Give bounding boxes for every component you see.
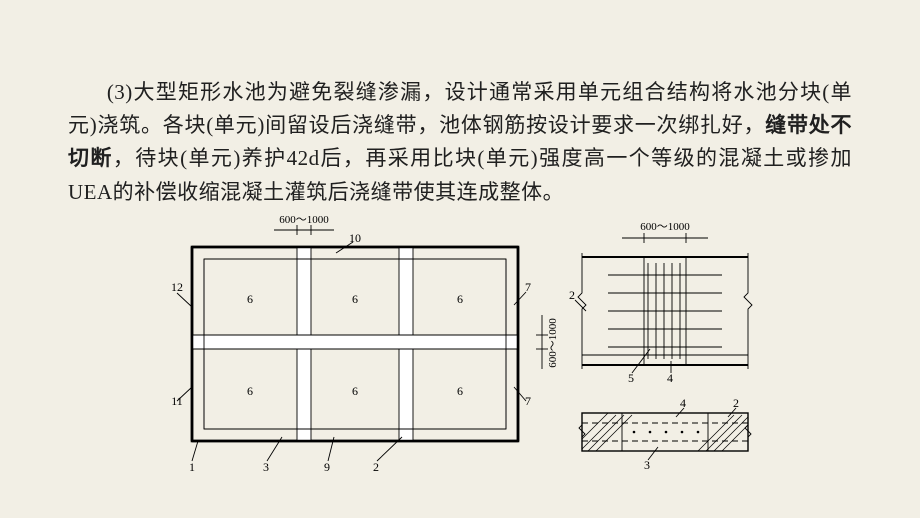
lbl-2-sec: 2 [569,288,575,302]
diagram-container: 6 6 6 6 6 6 12 11 10 7 7 1 3 [68,215,852,480]
engineering-diagram: 6 6 6 6 6 6 12 11 10 7 7 1 3 [164,215,756,475]
lbl-2-plan: 2 [373,460,379,474]
dim-right: 600～1000 [547,317,559,367]
lbl-12: 12 [171,280,183,294]
dim-top-left: 600～1000 [279,215,329,226]
slide: (3)大型矩形水池为避免裂缝渗漏，设计通常采用单元组合结构将水池分块(单元)浇筑… [0,0,920,500]
cell-6-f: 6 [457,384,463,398]
lbl-4-plan: 4 [680,396,686,410]
lbl-9: 9 [324,460,330,474]
lbl-4-sec: 4 [667,371,673,385]
lbl-7: 7 [525,280,531,294]
cell-6-e: 6 [352,384,358,398]
dim-top-right: 600～1000 [640,221,690,233]
cell-6-d: 6 [247,384,253,398]
lbl-2-plan2: 2 [733,396,739,410]
lbl-3: 3 [263,460,269,474]
p-run1: (3)大型矩形水池为避免裂缝渗漏，设计通常采用单元组合结构将水池分块(单元)浇筑… [68,80,852,137]
lbl-3-plan: 3 [644,458,650,472]
lbl-5: 5 [628,371,634,385]
paragraph: (3)大型矩形水池为避免裂缝渗漏，设计通常采用单元组合结构将水池分块(单元)浇筑… [68,76,852,209]
cell-6-a: 6 [247,292,253,306]
p-run2: ，待块(单元)养护42d后，再采用比块(单元)强度高一个等级的混凝土或掺加UEA… [68,146,852,203]
cell-6-b: 6 [352,292,358,306]
cell-6-c: 6 [457,292,463,306]
lbl-1: 1 [189,460,195,474]
